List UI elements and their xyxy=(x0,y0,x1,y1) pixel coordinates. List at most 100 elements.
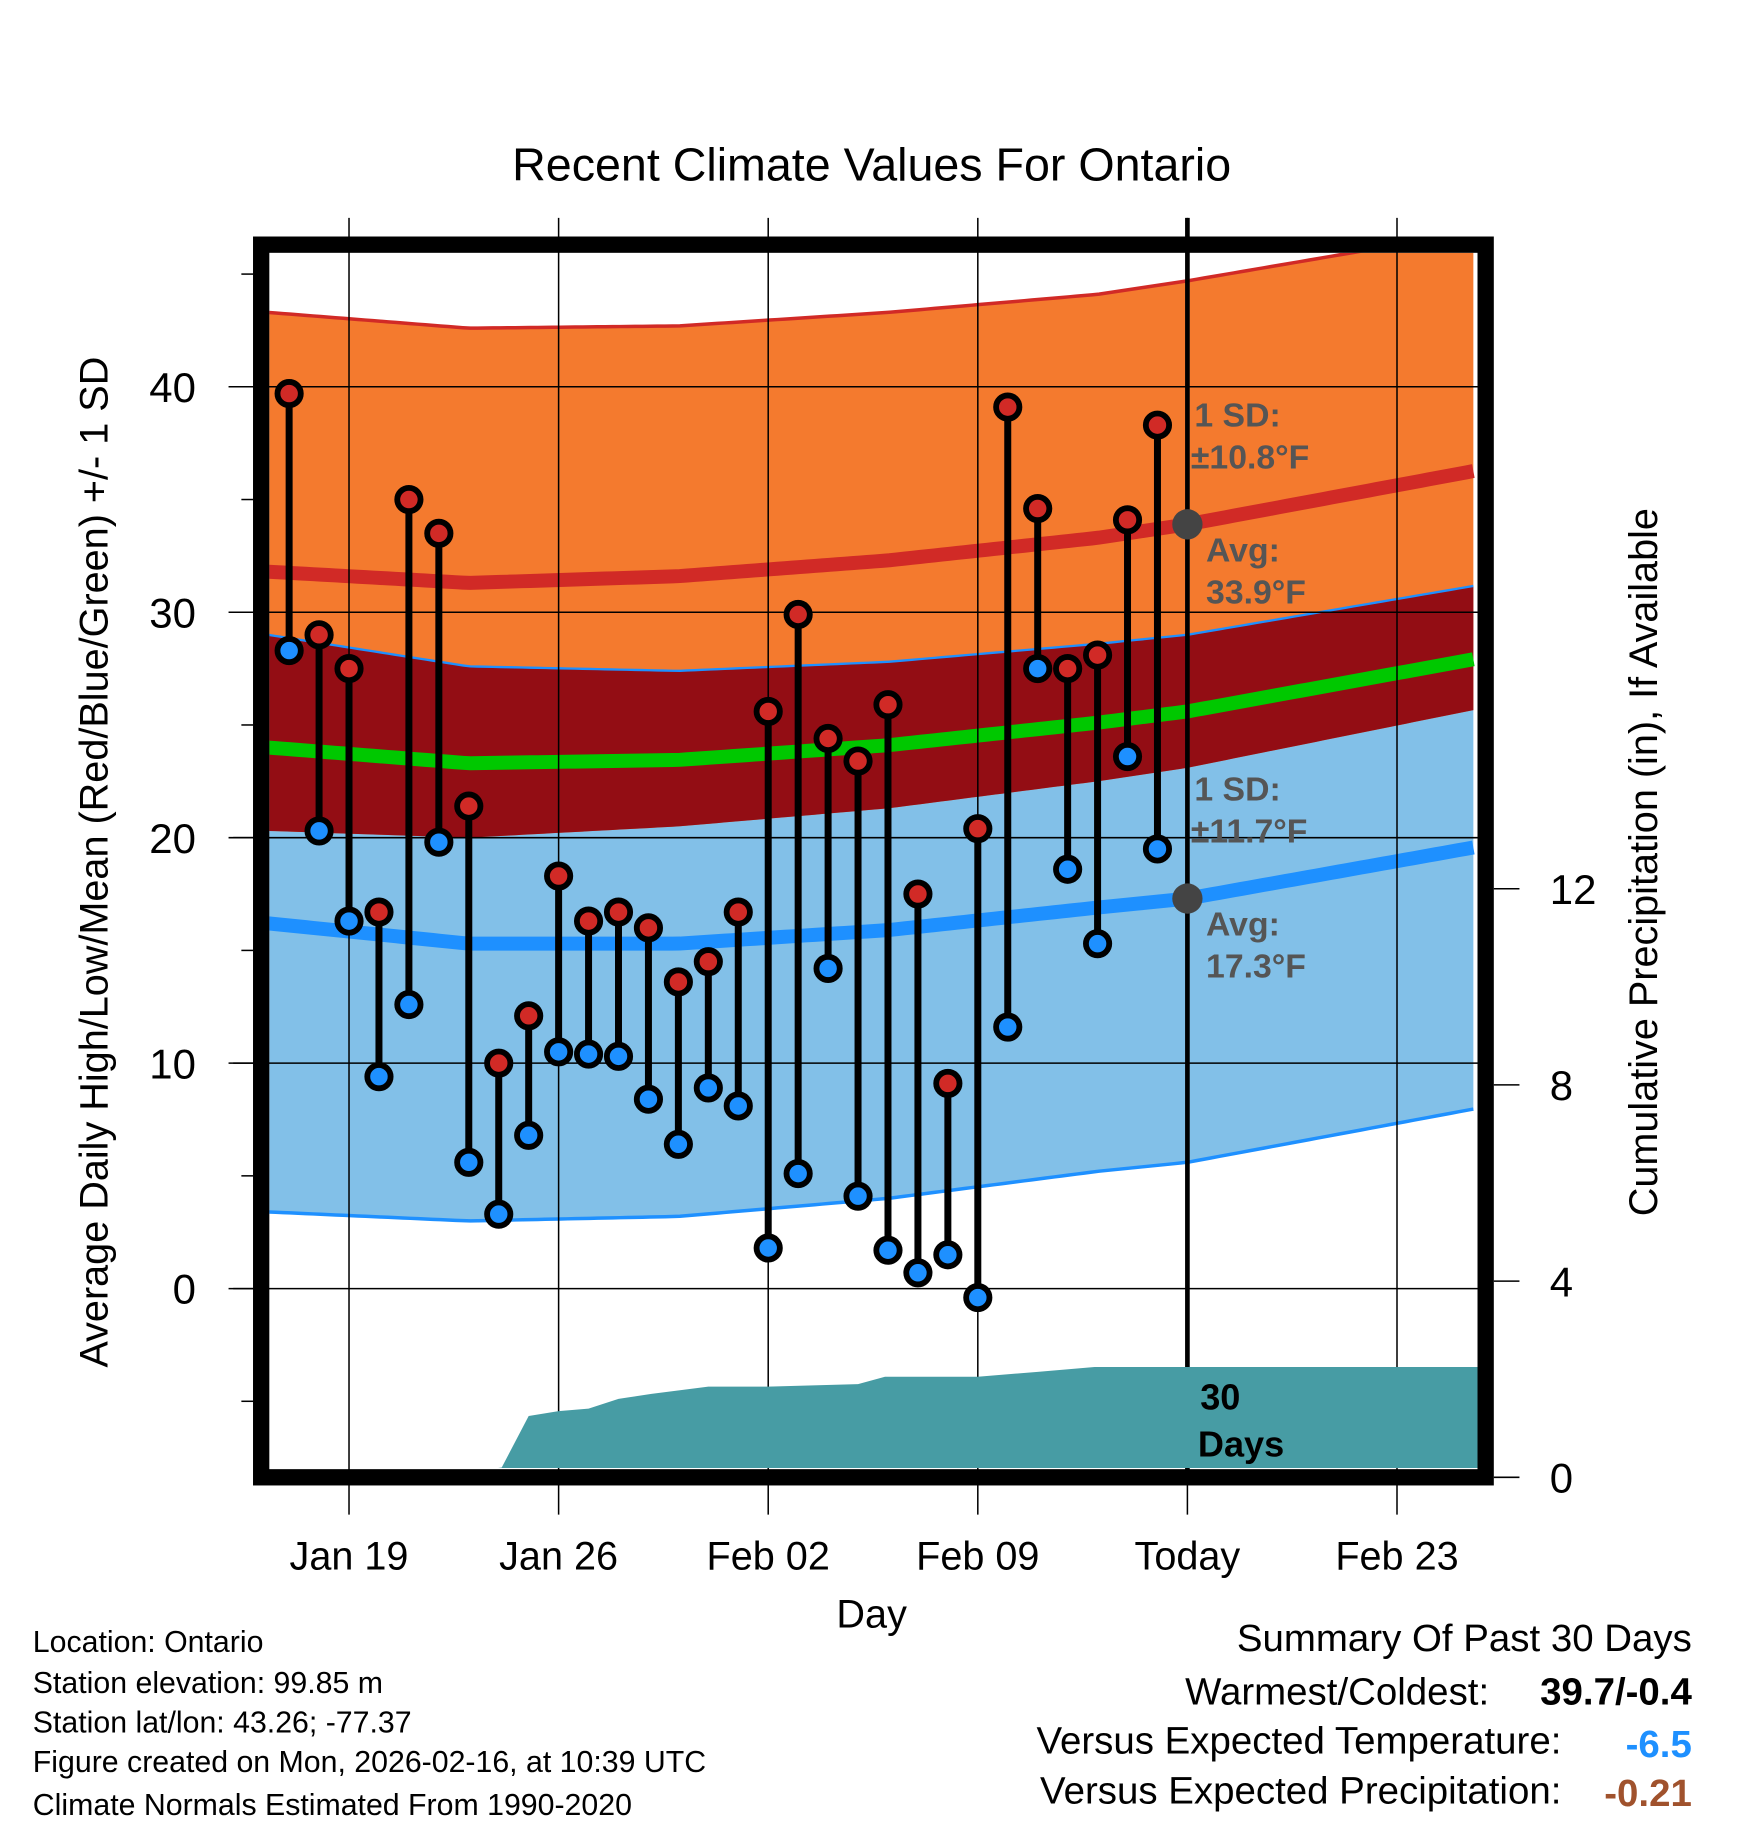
high-point xyxy=(873,690,903,720)
low-point xyxy=(1023,654,1053,684)
low-point xyxy=(903,1258,933,1288)
low-point xyxy=(304,816,334,846)
low-point xyxy=(843,1181,873,1211)
footer-elevation: Station elevation: 99.85 m xyxy=(33,1667,383,1700)
low-sd-value: ±11.7°F xyxy=(1191,812,1308,850)
low-avg-label: Avg: xyxy=(1206,906,1280,944)
low-sd-label: 1 SD: xyxy=(1194,770,1280,808)
high-point xyxy=(633,913,664,943)
high-point xyxy=(693,947,723,977)
plot-frame xyxy=(253,236,1494,1486)
low-point xyxy=(663,1129,693,1159)
high-point xyxy=(813,723,843,754)
axes: 0 10 20 30 40 0 4 8 12 Jan 19 Jan 26 Feb 02 Feb 09 To… xyxy=(149,273,1596,1578)
low-point xyxy=(1053,854,1083,884)
low-point xyxy=(364,1062,394,1092)
high-point xyxy=(364,897,394,927)
precip-area xyxy=(498,1366,1478,1468)
x-tick-label: Feb 23 xyxy=(1335,1534,1458,1578)
y-axis-label: Average Daily High/Low/Mean (Red/Blue/Gr… xyxy=(72,357,116,1368)
low-point xyxy=(933,1240,963,1270)
footer-latlon: Station lat/lon: 43.26; -77.37 xyxy=(33,1706,412,1739)
low-point xyxy=(573,1039,604,1069)
low-point xyxy=(753,1233,783,1263)
y-tick-label: 10 xyxy=(149,1040,196,1087)
y-tick-label: 20 xyxy=(149,815,196,862)
today-avg-low-marker xyxy=(1172,883,1203,914)
low-band-upper-edge xyxy=(269,584,1474,672)
high-point xyxy=(544,861,574,891)
summary-temp-value: -6.5 xyxy=(1626,1723,1692,1766)
low-point xyxy=(783,1159,813,1189)
low-point xyxy=(274,636,304,666)
footer-created: Figure created on Mon, 2026-02-16, at 10… xyxy=(33,1746,706,1779)
summary-precip-value: -0.21 xyxy=(1604,1772,1692,1815)
high-point xyxy=(1023,493,1053,524)
low-point xyxy=(993,1012,1023,1042)
low-point xyxy=(693,1073,723,1103)
cumulative-precip-area xyxy=(498,1366,1478,1468)
observations xyxy=(274,379,1173,1313)
high-point xyxy=(334,654,364,684)
low-point xyxy=(514,1120,544,1150)
low-point xyxy=(544,1037,574,1067)
high-point xyxy=(933,1068,963,1098)
y-tick-label: 40 xyxy=(149,364,196,411)
y2-tick-label: 0 xyxy=(1550,1454,1573,1501)
y2-axis-label: Cumulative Precipitation (in), If Availa… xyxy=(1622,508,1666,1216)
today-avg-high-marker xyxy=(1172,509,1203,540)
high-point xyxy=(304,620,334,650)
overlap-band xyxy=(269,585,1474,838)
low-point xyxy=(454,1147,484,1177)
x-tick-label: Jan 19 xyxy=(290,1534,409,1578)
annotations: 1 SD: ±10.8°F Avg: 33.9°F 1 SD: ±11.7°F … xyxy=(1172,396,1309,1464)
high-band-upper-edge xyxy=(269,252,1362,330)
summary-warmest-value: 39.7/-0.4 xyxy=(1540,1671,1692,1714)
high-point xyxy=(723,897,753,927)
high-point xyxy=(573,906,604,936)
high-point xyxy=(1053,654,1083,684)
low-point xyxy=(963,1283,993,1313)
x-tick-label: Today xyxy=(1135,1534,1241,1578)
low-point xyxy=(334,906,364,936)
y2-tick-label: 4 xyxy=(1550,1258,1573,1305)
y-tick-label: 30 xyxy=(149,589,196,636)
high-point xyxy=(1083,640,1113,670)
footer-location: Location: Ontario xyxy=(33,1626,264,1659)
high-point xyxy=(1112,505,1143,535)
low-point xyxy=(1083,929,1113,959)
high-point xyxy=(963,814,993,844)
y2-tick-label: 8 xyxy=(1550,1062,1573,1109)
low-point xyxy=(1142,834,1173,864)
high-point xyxy=(454,791,484,821)
high-point xyxy=(783,599,813,630)
x-tick-label: Feb 02 xyxy=(707,1534,830,1578)
high-point xyxy=(603,897,634,927)
chart-title: Recent Climate Values For Ontario xyxy=(512,139,1231,191)
high-point xyxy=(993,392,1023,422)
high-point xyxy=(843,746,873,776)
high-point xyxy=(514,1001,544,1031)
high-point xyxy=(663,967,693,997)
high-avg-value: 33.9°F xyxy=(1206,574,1306,612)
low-point xyxy=(873,1235,903,1265)
footer-normals: Climate Normals Estimated From 1990-2020 xyxy=(33,1789,632,1822)
high-avg-label: Avg: xyxy=(1206,532,1280,570)
station-info: Location: Ontario Station elevation: 99.… xyxy=(33,1626,706,1822)
summary-temp-label: Versus Expected Temperature: xyxy=(1036,1719,1561,1762)
high-point xyxy=(753,696,783,727)
x-axis-label: Day xyxy=(836,1593,907,1637)
summary: Summary Of Past 30 Days Warmest/Coldest:… xyxy=(1036,1617,1692,1815)
high-sd-label: 1 SD: xyxy=(1194,396,1280,434)
low-point xyxy=(1112,741,1143,772)
summary-warmest-label: Warmest/Coldest: xyxy=(1185,1671,1489,1714)
high-point xyxy=(903,879,933,909)
window-label-1: 30 xyxy=(1200,1377,1240,1418)
low-avg-value: 17.3°F xyxy=(1206,947,1306,985)
normal-bands xyxy=(269,252,1475,1223)
high-sd-value: ±10.8°F xyxy=(1191,438,1309,476)
low-point xyxy=(394,989,424,1020)
summary-title: Summary Of Past 30 Days xyxy=(1237,1617,1692,1660)
low-point xyxy=(484,1199,514,1229)
